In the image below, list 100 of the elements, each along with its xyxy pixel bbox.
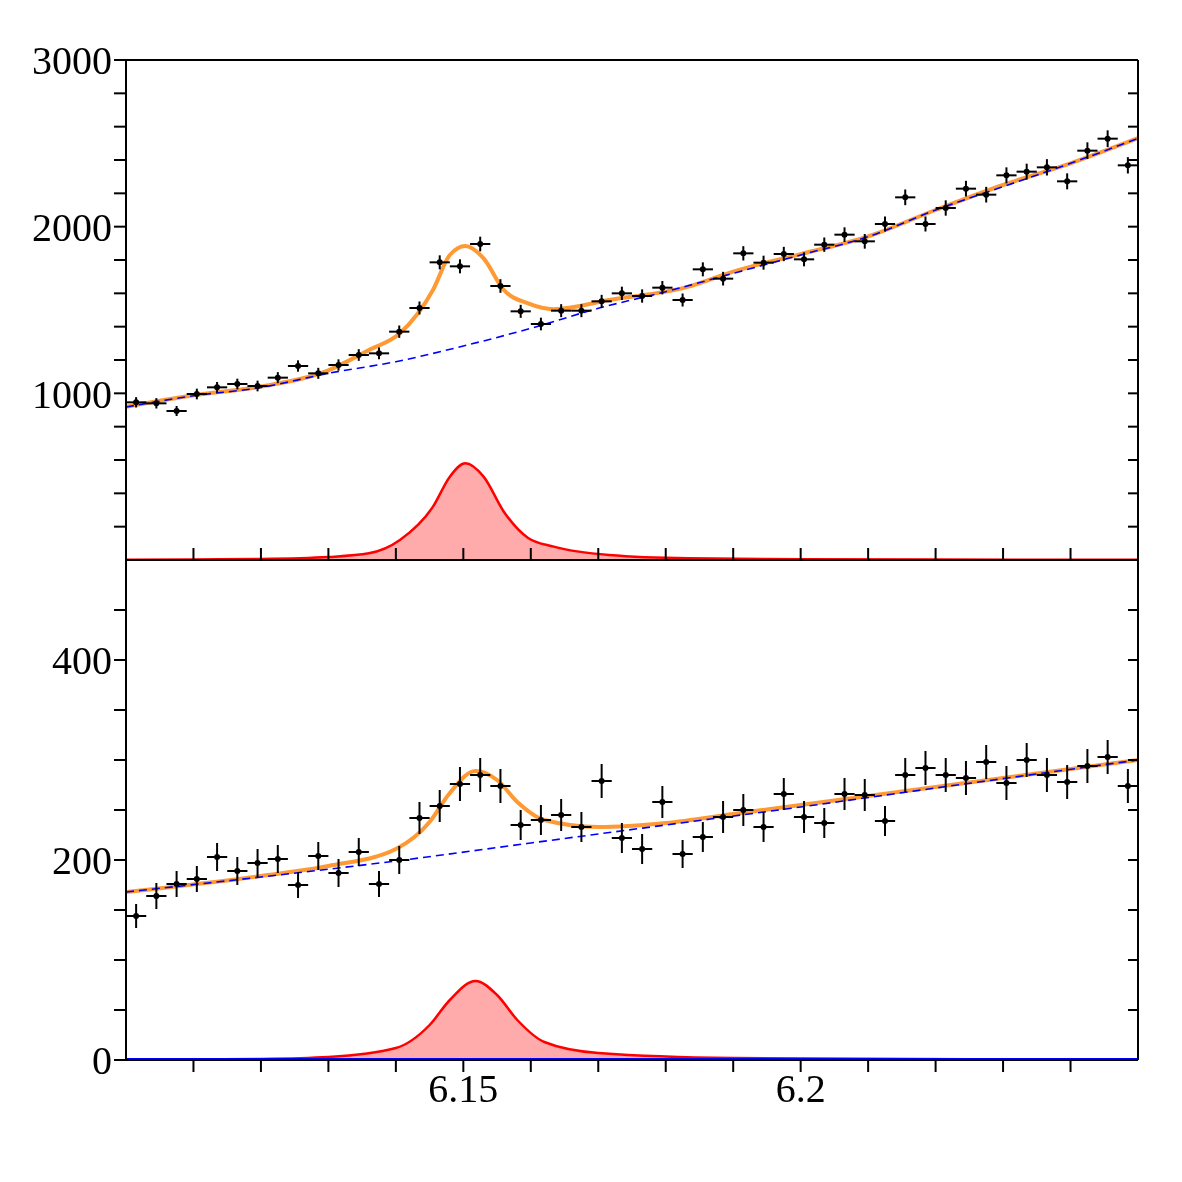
point [274,374,281,381]
point [618,290,625,297]
point [740,250,747,257]
point [1124,783,1131,789]
point [517,308,524,315]
point [801,814,808,820]
point [578,307,585,314]
x-tick-label: 6.15 [428,1066,499,1112]
point [1064,779,1071,785]
point [436,803,443,809]
point [578,824,585,830]
point [962,185,969,192]
point [882,818,888,824]
point [780,791,787,797]
point [922,765,929,771]
point [558,307,565,314]
point [173,881,180,887]
point [659,799,666,805]
point [477,772,484,778]
point [699,834,706,840]
point [679,297,686,303]
point [639,846,646,852]
point [456,781,463,787]
point [376,881,382,887]
point [780,251,787,257]
point [801,256,808,263]
point [558,812,565,818]
point [1084,763,1091,769]
point [153,893,160,899]
point [497,783,504,789]
point [618,835,625,841]
y-tick-label: 2000 [32,204,112,250]
point [477,241,484,247]
point [861,238,868,245]
point [699,266,706,273]
point [659,284,666,291]
point [315,853,322,859]
point [537,817,544,823]
point [1043,164,1050,171]
point [517,822,524,828]
point [214,854,221,860]
y-tick-label: 3000 [32,38,112,84]
point [1104,135,1111,142]
point [254,860,261,866]
point [882,221,888,227]
point [537,321,544,327]
point [355,352,362,358]
point [760,259,767,266]
point [841,231,848,238]
point [355,849,362,855]
point [416,305,423,311]
point [841,791,848,797]
point [436,259,443,266]
point [1043,772,1050,778]
point [396,328,403,335]
y-tick-label: 0 [92,1038,112,1084]
point [983,191,990,198]
point [234,868,241,874]
point [234,381,241,387]
point [274,856,281,862]
point [598,778,605,784]
point [962,775,969,781]
point [942,772,949,778]
point [315,370,322,377]
point [720,275,727,282]
point [821,241,828,248]
point [942,205,949,211]
point [760,824,767,830]
point [133,913,140,919]
point [1023,168,1030,175]
point [497,283,504,289]
point [861,792,868,798]
point [1003,780,1010,786]
point [821,820,828,826]
point [335,870,342,876]
y-tick-label: 200 [52,838,112,884]
point [1124,162,1131,169]
point [456,263,463,270]
point [983,759,990,765]
point [740,807,747,813]
point [376,350,382,357]
point [1003,172,1010,179]
point [193,876,200,882]
point [902,194,909,201]
point [902,772,909,778]
point [598,298,605,305]
point [720,814,727,820]
point [639,293,646,299]
point [193,391,200,397]
point [679,851,686,857]
point [416,815,423,821]
point [1023,757,1030,763]
x-tick-label: 6.2 [775,1066,826,1112]
point [396,857,403,863]
point [335,362,342,368]
point [295,882,302,888]
point [1084,147,1091,154]
point [1064,178,1071,185]
point [295,363,302,369]
y-tick-label: 1000 [32,371,112,417]
